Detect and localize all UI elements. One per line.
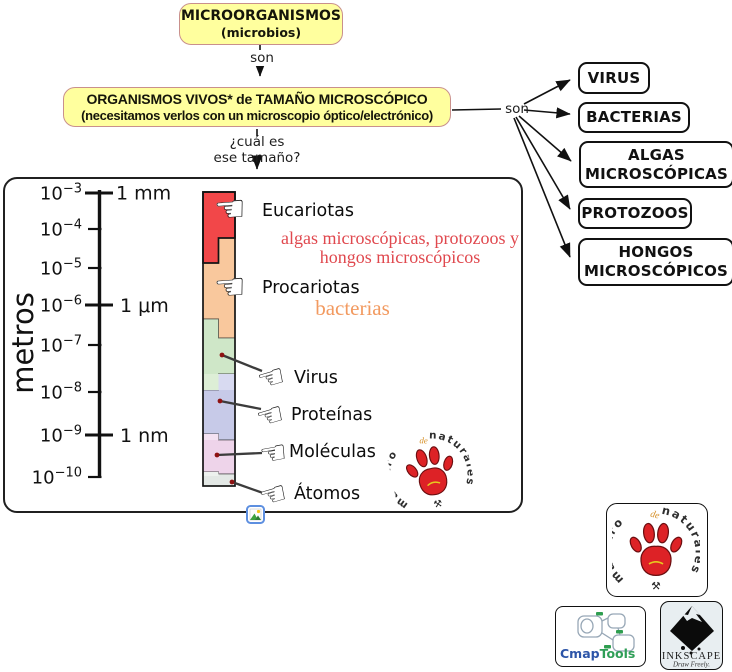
pointing-hand-icon: ☚ ☜ [212,266,248,310]
meters-axis: metros 10−3 10−4 10−5 10−6 10−7 [6,182,171,489]
inkscape-logo-graphic: INKSCAPE Draw Freely. [662,606,721,669]
unit-1um: 1 μm [120,295,169,317]
maestro-de-naturales-logo-box: maestro naturales de ⚒ [606,503,708,597]
pointer-lines [216,353,264,495]
paw-logo-graphic: maestro naturales de ⚒ [612,505,700,592]
link-label-son-right[interactable]: son [505,101,529,117]
question-line2: ese tamaño? [213,149,301,166]
tick-1e-10: 10−10 [32,466,82,489]
inkscape-wordmark: INKSCAPE [662,651,721,662]
scale-figure-graphics: metros 10−3 10−4 10−5 10−6 10−7 [6,182,264,495]
link-label-son-top[interactable]: son [244,50,280,66]
inkscape-tagline: Draw Freely. [672,661,710,669]
node-virus-label: VIRUS [587,68,641,87]
tick-1e-4: 10−4 [40,218,82,241]
tick-1e-3: 10−3 [40,182,82,205]
tick-1e-7: 10−7 [40,334,82,357]
cmaptools-logo-graphic: CmapTools [560,612,635,661]
paw-print [629,522,683,577]
node-def-line1: ORGANISMOS VIVOS* de TAMAÑO MICROSCÓPICO [86,90,428,107]
node-algas-line1: ALGAS [628,145,685,164]
label-proteinas: Proteínas [291,405,373,425]
line-def-to-son [451,108,502,111]
node-title: MICROORGANISMOS [180,8,342,24]
paw-print [405,446,454,496]
tick-1e-5: 10−5 [40,257,82,280]
paw-text-de: de [419,435,428,445]
node-virus[interactable]: VIRUS [578,62,650,94]
pointer-dots [214,352,235,485]
crossed-tools-icon: ⚒ [651,580,660,592]
node-hongos-line1: HONGOS [618,243,694,261]
cmaptools-logo-box: CmapTools [555,606,646,667]
node-bacterias[interactable]: BACTERIAS [578,102,690,133]
crossed-tools-icon: ⚒ [433,498,444,511]
paw-text-maestro: maestro [612,514,625,587]
label-atomos: Átomos [294,484,361,504]
question-line1: ¿cuál es [229,134,285,150]
note-eucariotas-line1: algas microscópicas, protozoos y [281,228,519,248]
node-algas-microscopicas[interactable]: ALGAS MICROSCÓPICAS [579,141,732,188]
pointing-hand-icon: ☚ ☜ [212,188,248,232]
tick-1e-8: 10−8 [40,381,82,404]
node-subtitle: (microbios) [220,25,302,40]
arrow-son-to-algas [518,115,572,162]
label-moleculas: Moléculas [289,442,376,462]
cmaptools-wordmark: CmapTools [560,646,635,661]
cmap-doodle-links [596,612,623,649]
maestro-de-naturales-logo: maestro naturales de ⚒ [384,424,479,519]
note-eucariotas-line2: hongos microscópicos [319,246,481,267]
image-resource-icon[interactable] [246,505,265,524]
node-algas-line2: MICROSCÓPICAS [585,164,728,183]
node-hongos-line2: MICROSCÓPICOS [583,262,729,280]
arrow-son-to-protozoos [515,116,571,210]
node-bacterias-label: BACTERIAS [586,108,682,126]
unit-1mm: 1 mm [116,183,171,205]
paw-text-de: de [649,509,661,522]
axis-label-metros: metros [6,292,40,394]
node-protozoos[interactable]: PROTOZOOS [578,198,692,229]
svg-text:maestro: maestro [612,514,626,587]
paw-logo-graphic: maestro naturales de ⚒ [384,424,479,515]
tick-1e-9: 10−9 [40,424,82,447]
unit-1nm: 1 nm [120,425,169,447]
node-microorganismos[interactable]: MICROORGANISMOS (microbios) [179,3,343,45]
tick-1e-6: 10−6 [40,294,82,317]
label-procariotas: Procariotas [262,278,360,298]
size-bar [202,191,236,487]
label-virus: Virus [294,368,338,388]
label-eucariotas: Eucariotas [262,201,354,221]
inkscape-mountain-icon [670,606,714,655]
node-protozoos-label: PROTOZOOS [581,204,689,222]
note-procariotas: bacterias [315,296,390,320]
note-eucariotas: algas microscópicas, protozoos y hongos … [275,229,525,266]
link-label-question[interactable]: ¿cuál es ese tamaño? [196,134,318,166]
inkscape-logo-box: INKSCAPE Draw Freely. [660,601,723,670]
node-organismos-vivos[interactable]: ORGANISMOS VIVOS* de TAMAÑO MICROSCÓPICO… [63,87,451,127]
size-scale-figure: metros 10−3 10−4 10−5 10−6 10−7 [3,177,525,516]
node-def-line2: (necesitamos verlos con un microscopio ó… [81,107,433,123]
node-hongos-microscopicos[interactable]: HONGOS MICROSCÓPICOS [578,238,732,286]
